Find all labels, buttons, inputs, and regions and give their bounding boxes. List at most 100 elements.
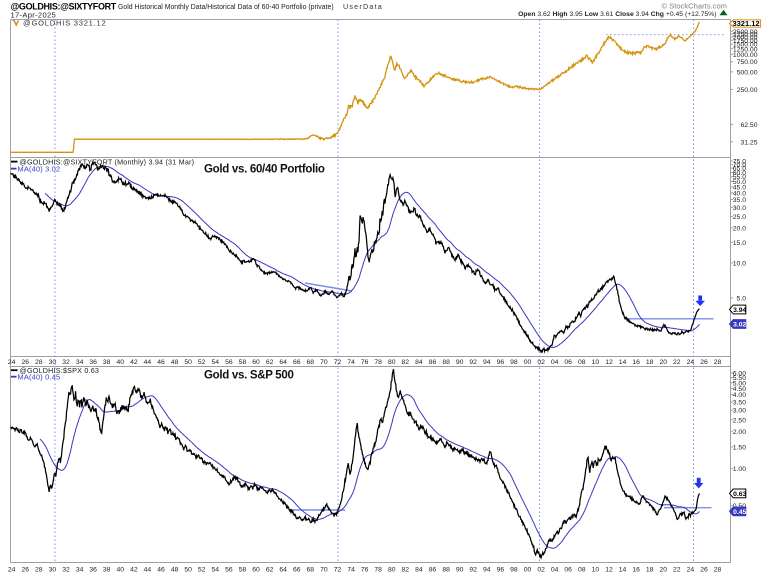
svg-text:20.0: 20.0 [733, 225, 746, 232]
svg-text:10.0: 10.0 [733, 260, 746, 267]
svg-text:55.0: 55.0 [733, 174, 746, 181]
svg-text:32: 32 [62, 359, 70, 366]
svg-text:44: 44 [144, 567, 152, 574]
svg-text:@GOLDHIS:@SIXTYFORT: @GOLDHIS:@SIXTYFORT [11, 2, 117, 12]
svg-text:2500.00: 2500.00 [733, 29, 758, 36]
svg-text:50.0: 50.0 [733, 179, 746, 186]
svg-text:52: 52 [198, 567, 206, 574]
svg-text:10: 10 [592, 359, 600, 366]
svg-text:62.50: 62.50 [740, 122, 757, 129]
svg-text:02: 02 [537, 359, 545, 366]
svg-text:28: 28 [714, 567, 722, 574]
svg-text:18: 18 [646, 567, 654, 574]
svg-text:74: 74 [347, 567, 355, 574]
svg-text:54: 54 [212, 567, 220, 574]
svg-text:1750.00: 1750.00 [733, 38, 758, 45]
svg-text:Gold vs. 60/40 Portfolio: Gold vs. 60/40 Portfolio [204, 164, 325, 176]
svg-text:44: 44 [144, 359, 152, 366]
svg-text:26: 26 [22, 567, 30, 574]
svg-text:84: 84 [415, 567, 423, 574]
svg-text:75.0: 75.0 [733, 159, 746, 166]
svg-text:65.0: 65.0 [733, 166, 746, 173]
svg-text:98: 98 [510, 359, 518, 366]
svg-text:36: 36 [89, 567, 97, 574]
svg-text:2.50: 2.50 [733, 417, 746, 424]
svg-text:1.00: 1.00 [733, 466, 746, 473]
svg-text:78: 78 [374, 567, 382, 574]
svg-text:@GOLDHIS 3321.12: @GOLDHIS 3321.12 [23, 19, 106, 28]
svg-text:42: 42 [130, 567, 138, 574]
svg-text:10: 10 [592, 567, 600, 574]
svg-text:4.50: 4.50 [733, 386, 746, 393]
svg-text:82: 82 [402, 359, 410, 366]
svg-text:250.00: 250.00 [737, 87, 758, 94]
svg-text:88: 88 [442, 567, 450, 574]
svg-text:750.00: 750.00 [737, 59, 758, 66]
svg-text:30.0: 30.0 [733, 205, 746, 212]
svg-text:76: 76 [361, 567, 369, 574]
svg-text:30: 30 [49, 359, 57, 366]
svg-text:00: 00 [524, 359, 532, 366]
svg-text:84: 84 [415, 359, 423, 366]
svg-text:© StockCharts.com: © StockCharts.com [661, 1, 727, 10]
svg-text:58: 58 [239, 567, 247, 574]
svg-text:70: 70 [320, 567, 328, 574]
svg-text:16: 16 [632, 567, 640, 574]
svg-text:52: 52 [198, 359, 206, 366]
svg-text:12: 12 [605, 359, 613, 366]
svg-text:Gold Historical Monthly Data/H: Gold Historical Monthly Data/Historical … [118, 4, 334, 11]
svg-text:68: 68 [307, 567, 315, 574]
svg-text:46: 46 [157, 359, 165, 366]
svg-text:0.45: 0.45 [733, 509, 746, 516]
svg-text:64: 64 [279, 567, 287, 574]
svg-text:20: 20 [660, 567, 668, 574]
svg-text:45.0: 45.0 [733, 184, 746, 191]
svg-text:56: 56 [225, 359, 233, 366]
svg-text:40: 40 [117, 567, 125, 574]
svg-text:MA(40) 3.02: MA(40) 3.02 [18, 164, 61, 173]
svg-text:26: 26 [700, 567, 708, 574]
svg-text:94: 94 [483, 359, 491, 366]
svg-text:48: 48 [171, 359, 179, 366]
svg-text:56: 56 [225, 567, 233, 574]
svg-text:80: 80 [388, 567, 396, 574]
svg-text:38: 38 [103, 567, 111, 574]
svg-text:34: 34 [76, 567, 84, 574]
svg-text:1250.00: 1250.00 [733, 46, 758, 53]
svg-text:28: 28 [35, 567, 43, 574]
svg-text:30: 30 [49, 567, 57, 574]
svg-text:70: 70 [320, 359, 328, 366]
svg-text:46: 46 [157, 567, 165, 574]
svg-text:00: 00 [524, 567, 532, 574]
svg-text:25.0: 25.0 [733, 214, 746, 221]
svg-text:58: 58 [239, 359, 247, 366]
svg-text:26: 26 [700, 359, 708, 366]
svg-text:02: 02 [537, 567, 545, 574]
svg-text:Gold vs. S&P 500: Gold vs. S&P 500 [204, 370, 294, 382]
svg-text:4.00: 4.00 [733, 392, 746, 399]
svg-text:60.0: 60.0 [733, 170, 746, 177]
svg-text:Open 3.62 High 3.95 Low 3.61 C: Open 3.62 High 3.95 Low 3.61 Close 3.94 … [518, 11, 716, 18]
svg-text:66: 66 [293, 359, 301, 366]
svg-text:50: 50 [184, 359, 192, 366]
svg-text:35.0: 35.0 [733, 197, 746, 204]
svg-text:24: 24 [687, 359, 695, 366]
svg-text:18: 18 [646, 359, 654, 366]
svg-text:5.00: 5.00 [733, 380, 746, 387]
svg-text:94: 94 [483, 567, 491, 574]
svg-text:60: 60 [252, 567, 260, 574]
svg-text:22: 22 [673, 359, 681, 366]
svg-text:62: 62 [266, 359, 274, 366]
svg-text:14: 14 [619, 567, 627, 574]
svg-text:3321.12: 3321.12 [732, 19, 759, 28]
svg-text:2250.00: 2250.00 [733, 31, 758, 38]
svg-text:92: 92 [469, 359, 477, 366]
svg-text:34: 34 [76, 359, 84, 366]
svg-text:12: 12 [605, 567, 613, 574]
svg-text:@GOLDHIS:$SPX 0.63: @GOLDHIS:$SPX 0.63 [20, 366, 100, 375]
svg-text:22: 22 [673, 567, 681, 574]
svg-text:40: 40 [117, 359, 125, 366]
svg-text:04: 04 [551, 567, 559, 574]
svg-text:MA(40) 0.45: MA(40) 0.45 [18, 372, 61, 381]
svg-text:72: 72 [334, 567, 342, 574]
